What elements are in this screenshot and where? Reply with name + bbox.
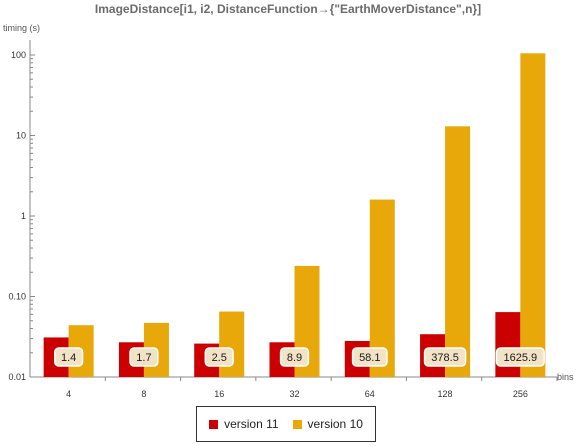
y-axis-ticks: 0.01 0.10 1 10 100 [8,50,35,382]
x-axis-label: bins [557,372,574,382]
x-tick-label: 64 [365,389,375,399]
legend: version 11 version 10 [196,406,376,442]
speedup-label: 1625.9 [504,352,538,364]
chart-title: ImageDistance[i1, i2, DistanceFunction→{… [95,2,481,16]
speedup-label: 1.4 [61,352,76,364]
bars [43,53,546,378]
legend-label-version-10: version 10 [307,417,363,431]
x-axis-ticks: 4 8 16 32 64 128 256 [66,377,558,399]
legend-item-version-10: version 10 [292,417,363,431]
speedup-label-box [351,347,388,367]
x-tick-label: 8 [141,389,146,399]
bar-version-10-128-bins [445,126,471,377]
x-tick-label: 32 [289,389,299,399]
y-tick-label: 10 [16,131,26,141]
legend-swatch-version-10 [292,419,302,429]
y-tick-label: 1 [21,211,26,221]
x-tick-label: 16 [214,389,224,399]
x-tick-label: 128 [438,389,453,399]
legend-swatch-version-11 [209,419,219,429]
bar-version-11-256-bins [495,312,521,377]
speedup-label-box [129,347,159,367]
y-tick-label: 0.10 [8,292,26,302]
y-tick-label: 100 [11,50,26,60]
bar-version-10-256-bins [520,53,546,378]
y-tick-label: 0.01 [8,372,26,382]
speedup-label: 8.9 [287,352,302,364]
speedup-label-box [423,347,467,367]
x-tick-label: 4 [66,389,71,399]
speedup-label: 378.5 [431,352,459,364]
speedup-annotations: 1.4 1.7 2.5 8.9 58.1 378.5 1625.9 [53,347,545,367]
speedup-label: 1.7 [136,352,151,364]
speedup-label-box [279,347,310,367]
legend-label-version-11: version 11 [224,417,279,431]
speedup-label: 2.5 [212,352,227,364]
speedup-label-box [495,347,545,367]
legend-item-version-11: version 11 [209,417,279,431]
speedup-label: 58.1 [359,352,380,364]
y-axis-label: timing (s) [3,23,40,33]
speedup-label-box [204,347,234,367]
bar-version-10-16-bins [219,311,245,377]
speedup-label-box [53,347,84,367]
x-tick-label: 256 [513,389,528,399]
